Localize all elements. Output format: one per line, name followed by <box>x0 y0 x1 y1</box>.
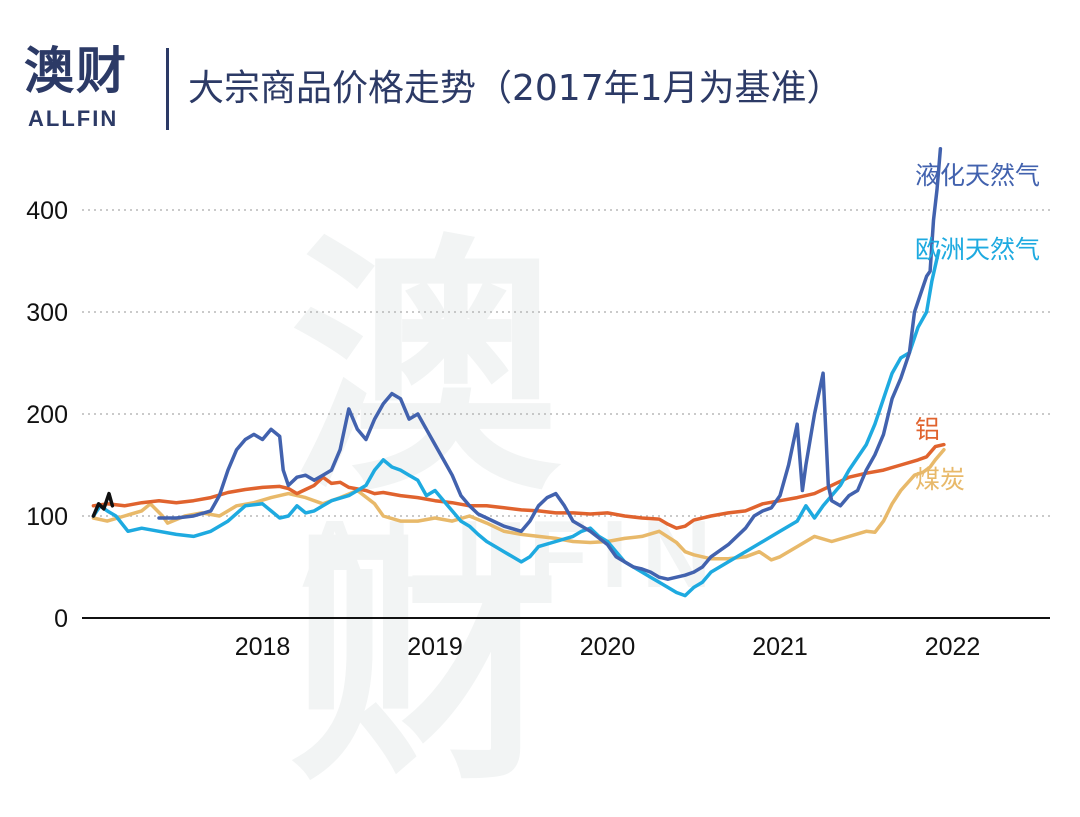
series-label: 煤炭 <box>915 465 965 494</box>
series-line <box>91 447 946 562</box>
y-tick-label: 0 <box>54 605 68 633</box>
y-tick-label: 100 <box>26 503 68 531</box>
chart-header: 澳财 ALLFIN 大宗商品价格走势（2017年1月为基准） <box>0 0 1080 140</box>
series-line <box>157 147 943 581</box>
logo-chinese-text: 澳财 <box>24 42 128 100</box>
series-label: 铝 <box>915 415 940 444</box>
y-tick-label: 200 <box>26 401 68 429</box>
x-tick-label: 2019 <box>407 633 463 661</box>
series-line <box>91 442 946 530</box>
line-chart: 0 100 200 300 400 2018 2019 2020 2021 2022 液化天然气欧洲… <box>26 147 1050 661</box>
x-tick-label: 2022 <box>925 633 981 661</box>
x-tick-label: 2021 <box>752 633 808 661</box>
allfin-logo: 澳财 ALLFIN <box>24 40 154 135</box>
series-line <box>91 249 941 598</box>
chart-title: 大宗商品价格走势（2017年1月为基准） <box>188 68 843 109</box>
x-tick-label: 2018 <box>235 633 291 661</box>
y-tick-label: 400 <box>26 197 68 225</box>
series-label: 液化天然气 <box>915 161 1040 190</box>
logo-english-text: ALLFIN <box>28 106 119 131</box>
header-divider <box>166 48 169 130</box>
y-tick-label: 300 <box>26 299 68 327</box>
series-label: 欧洲天然气 <box>915 235 1040 264</box>
series-line <box>91 491 115 518</box>
x-tick-label: 2020 <box>580 633 636 661</box>
